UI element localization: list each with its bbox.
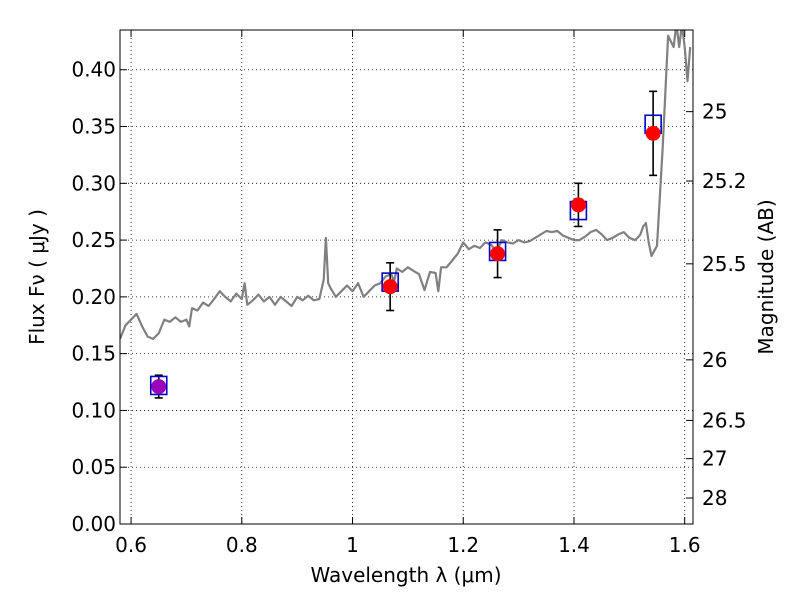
y-tick-label: 0.05 [71,455,116,479]
y-tick-label: 0.40 [71,58,116,82]
y-tick-label: 0.00 [71,512,116,536]
x-tick-label: 0.6 [115,533,147,557]
y-right-tick-label: 27 [702,447,727,471]
y-tick-label: 0.15 [71,342,116,366]
model-photometry-square [149,375,168,396]
x-tick-label: 1.4 [558,533,590,557]
observed-photometry-point [645,125,661,141]
y-tick-label: 0.35 [71,115,116,139]
x-tick-label: 0.8 [226,533,258,557]
observed-photometry-point [382,279,398,295]
axis-ticks: 0.6 0.8 1 1.2 1.4 1.6 0.00 0.05 0.10 0.15 0.20 0.25… [71,30,747,557]
y-tick-label: 0.10 [71,398,116,422]
x-tick-label: 1.6 [669,533,701,557]
y-tick-label: 0.30 [71,171,116,195]
x-tick-label: 1 [346,533,359,557]
y-right-tick-label: 26.5 [702,408,747,432]
y-tick-label: 0.20 [71,285,116,309]
x-tick-label: 1.2 [447,533,479,557]
x-axis-label: Wavelength λ (μm) [310,563,501,587]
y-right-tick-label: 28 [702,486,727,510]
model-spectrum-line [120,30,692,340]
y-right-tick-label: 25.5 [702,252,747,276]
observed-photometry-point [570,197,586,213]
y-right-tick-label: 25 [702,100,727,124]
plot-frame [119,29,694,525]
y-tick-label: 0.25 [71,228,116,252]
observed-photometry-point [490,246,506,262]
y-right-tick-label: 25.2 [702,169,747,193]
y-right-tick-label: 26 [702,348,727,372]
y-axis-right-label: Magnitude (AB) [754,199,778,354]
plot-area [120,30,693,524]
observed-photometry-point [151,379,167,395]
plot-content [120,30,692,399]
y-axis-label: Flux Fν ( μJy ) [25,209,49,345]
